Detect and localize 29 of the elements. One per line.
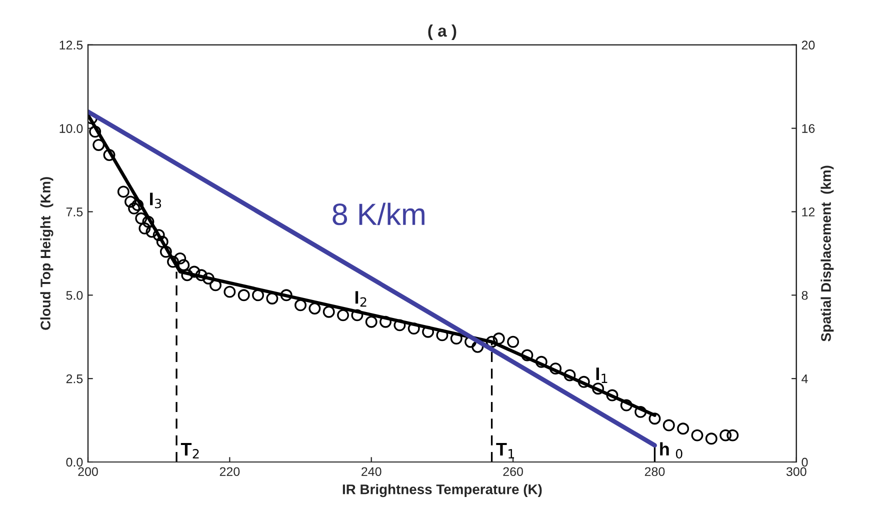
x-tick-label: 300 <box>786 467 806 476</box>
annotation: I$_{1}$ <box>596 368 608 383</box>
y-tick-label: 10.0 <box>60 124 83 133</box>
chart-title: ( a ) <box>428 24 456 40</box>
x-tick-label: 200 <box>78 467 98 476</box>
x-tick-label: 240 <box>362 467 382 476</box>
annotation: h $_{0}$ <box>660 442 682 459</box>
y-tick-label: 5.0 <box>66 290 83 300</box>
y2-tick-label: 0 <box>802 458 808 467</box>
x-tick-label: 260 <box>503 467 523 476</box>
y-tick-label: 2.5 <box>66 374 83 384</box>
y2-tick-label: 12 <box>802 208 815 216</box>
annotation: I$_{3}$ <box>150 192 162 208</box>
annotation: 8 K/km <box>332 202 424 226</box>
y2-tick-label: 4 <box>802 374 808 384</box>
x-tick-label: 280 <box>644 467 665 476</box>
y2-tick-label: 16 <box>802 124 815 133</box>
y-tick-label: 0.0 <box>66 458 83 467</box>
y2-axis-title: Spatial Displacement (km) <box>820 166 834 342</box>
y2-tick-label: 8 <box>802 290 808 300</box>
y-tick-label: 7.5 <box>66 208 83 216</box>
x-tick-label: 220 <box>220 467 240 476</box>
y-tick-label: 12.5 <box>60 40 83 50</box>
x-axis-title: IR Brightness Temperature (K) <box>342 484 542 498</box>
y-axis-title: Cloud Top Height (Km) <box>40 177 54 330</box>
annotation: T$_{1}$ <box>496 443 514 458</box>
y2-tick-label: 20 <box>802 40 815 50</box>
annotation: I$_{2}$ <box>355 291 366 307</box>
annotation: T$_{2}$ <box>180 443 199 458</box>
